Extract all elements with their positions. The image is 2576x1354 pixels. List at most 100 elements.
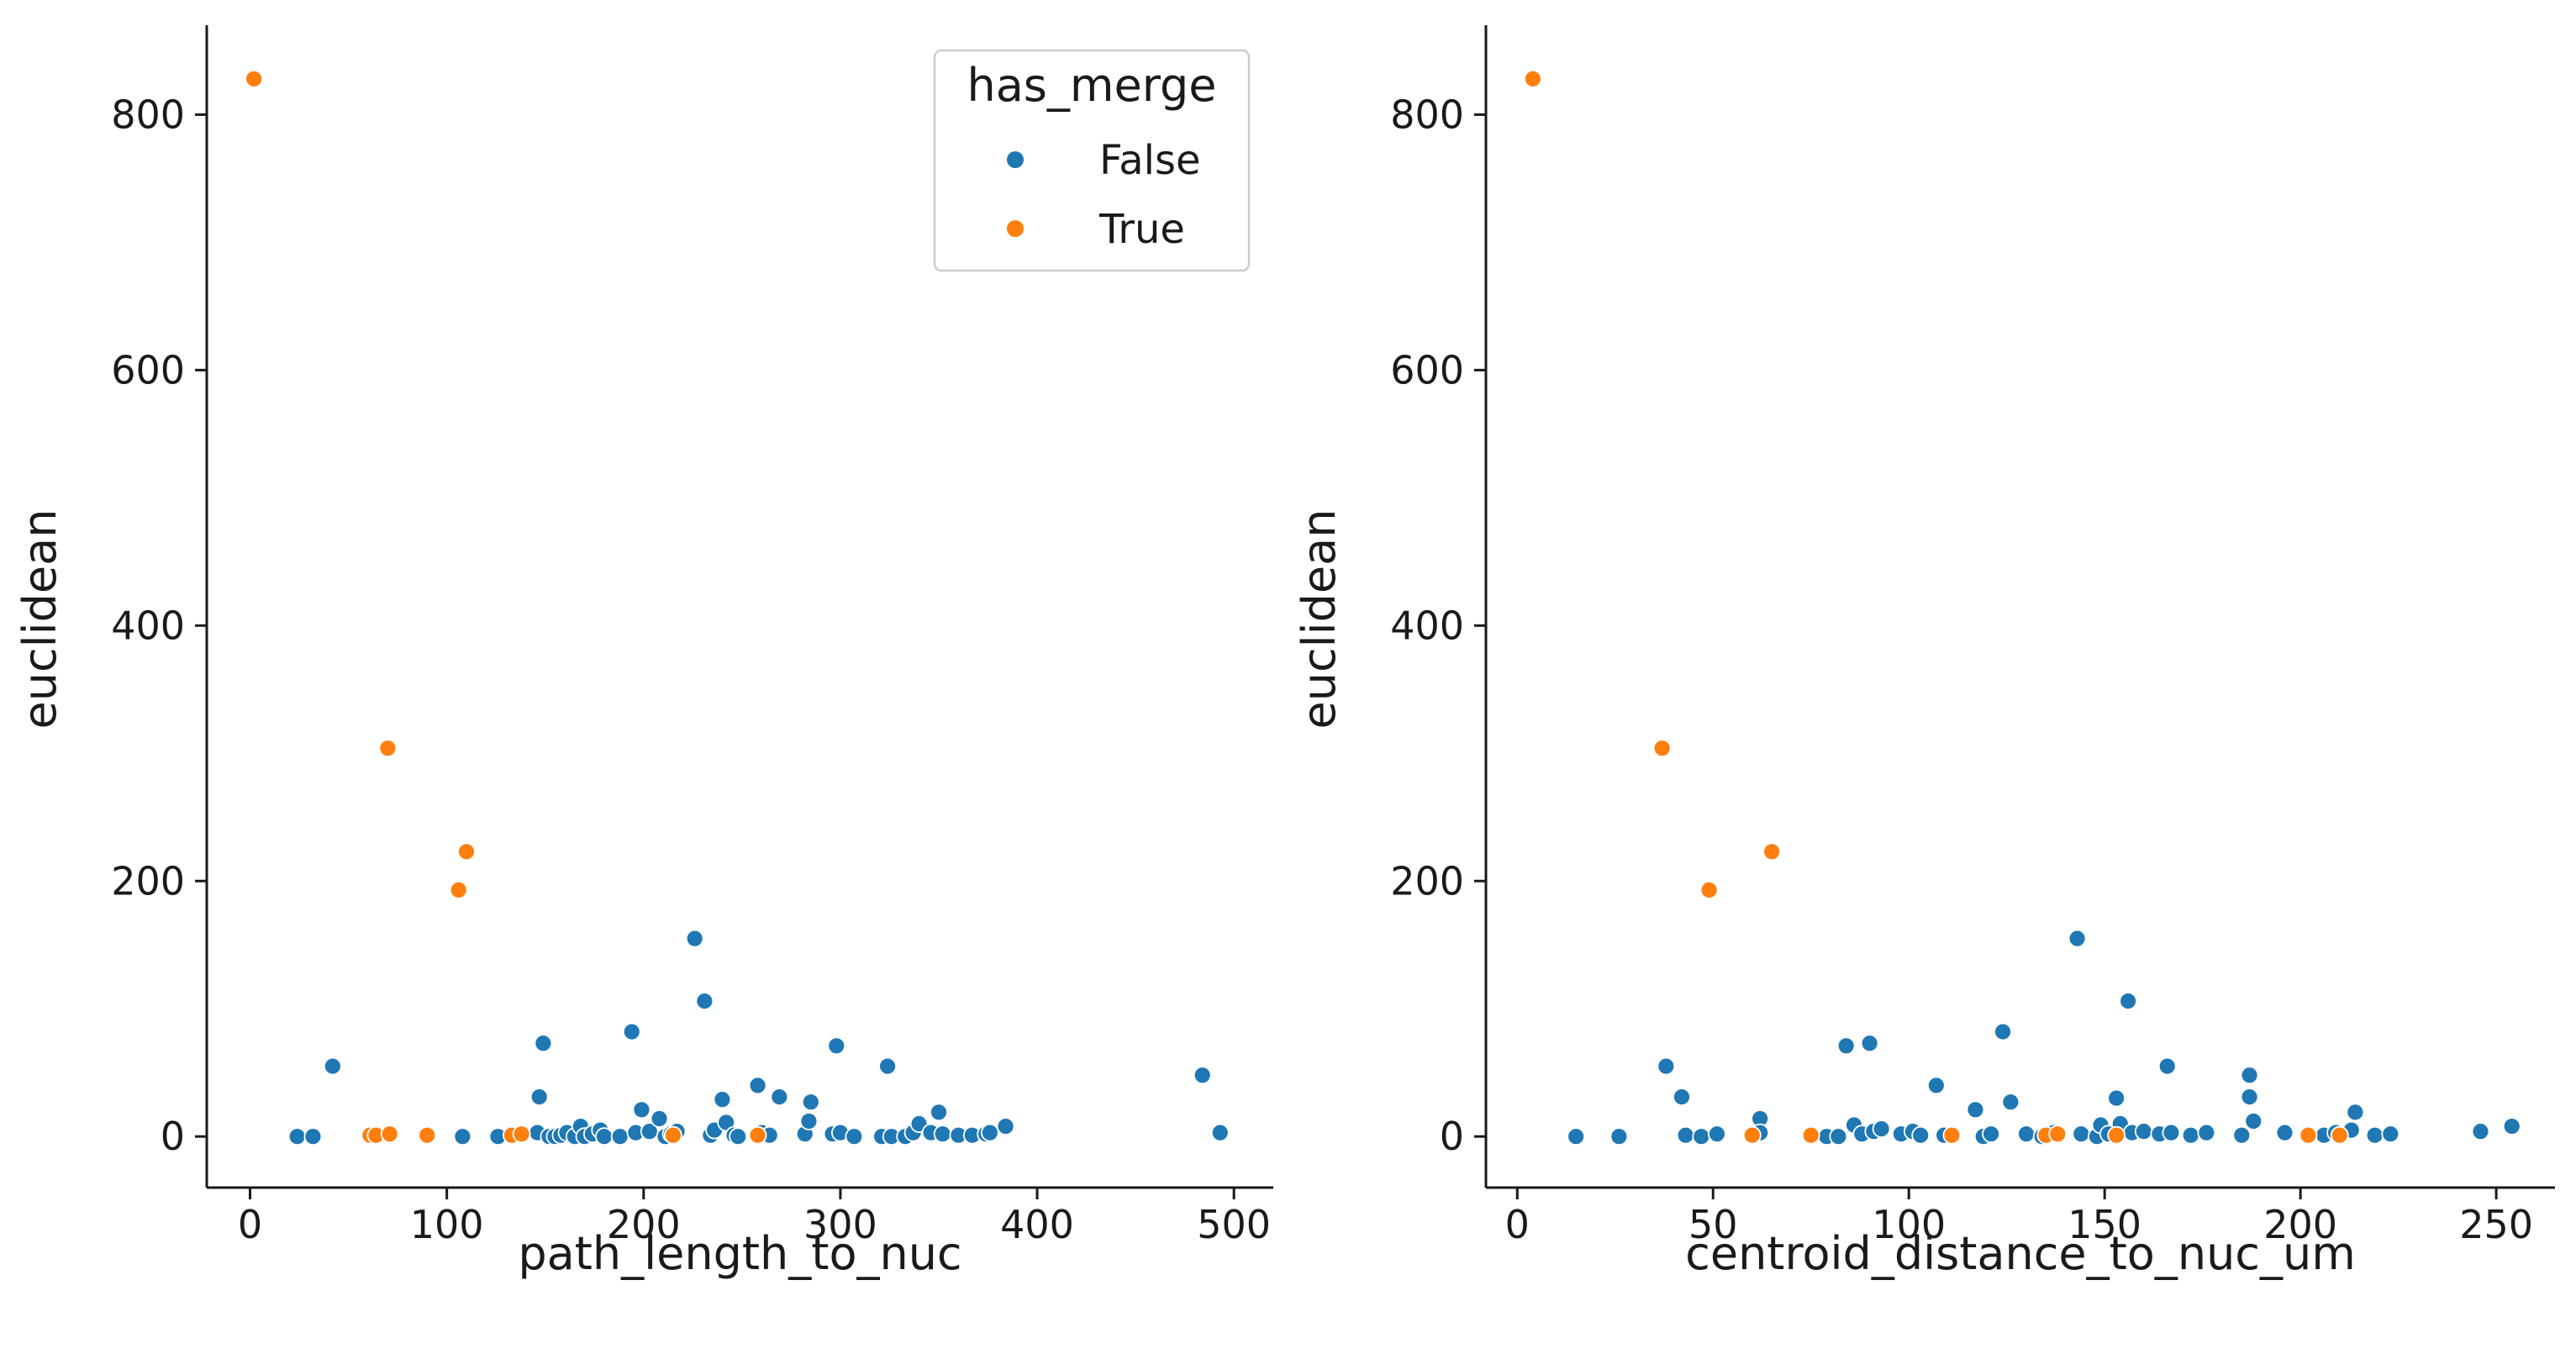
data-point-false — [827, 1036, 846, 1056]
data-point-false — [1609, 1127, 1629, 1146]
x-tick-label: 100 — [410, 1202, 484, 1247]
data-point-true — [1652, 739, 1672, 758]
data-point-true — [457, 842, 476, 861]
data-point-false — [1567, 1127, 1586, 1146]
data-point-false — [622, 1022, 641, 1041]
x-tick-label: 500 — [1197, 1202, 1271, 1247]
data-point-false — [595, 1127, 614, 1146]
data-point-false — [1994, 1022, 2012, 1041]
data-point-false — [1966, 1100, 1985, 1120]
data-point-false — [1829, 1127, 1848, 1146]
legend-frame — [933, 49, 1251, 272]
data-point-false — [729, 1127, 748, 1146]
data-point-false — [2072, 1125, 2091, 1144]
data-point-false — [2232, 1125, 2252, 1145]
y-axis-label: euclidean — [13, 509, 66, 730]
data-point-true — [1942, 1125, 1962, 1145]
left-scatter-panel: 0 100 200 300 400 500 0 200 400 600 800 path_length… — [13, 25, 1273, 1280]
legend-marker-false — [1007, 151, 1024, 168]
x-tick-label: 300 — [803, 1202, 877, 1247]
data-point-true — [512, 1125, 531, 1144]
x-axis-label: path_length_to_nuc — [518, 1227, 961, 1280]
y-tick-label: 600 — [111, 347, 185, 393]
data-point-false — [2134, 1122, 2153, 1141]
data-point-true — [2299, 1125, 2318, 1145]
data-point-false — [2275, 1123, 2294, 1142]
data-point-false — [2001, 1093, 2020, 1112]
data-point-false — [878, 1056, 897, 1076]
data-point-false — [610, 1127, 630, 1146]
data-point-false — [799, 1112, 819, 1130]
x-tick-label: 200 — [607, 1202, 681, 1247]
x-tick-label: 400 — [1000, 1202, 1074, 1247]
x-tick-label: 0 — [238, 1202, 262, 1247]
data-point-false — [2197, 1123, 2216, 1142]
data-point-false — [2240, 1066, 2259, 1085]
legend-label-false: False — [1099, 137, 1201, 184]
data-point-false — [1982, 1125, 2000, 1144]
data-point-false — [2181, 1125, 2200, 1145]
data-point-true — [1699, 880, 1719, 899]
data-point-true — [245, 69, 264, 88]
legend-title: has_merge — [967, 59, 1216, 112]
x-tick-label: 0 — [1505, 1202, 1530, 1247]
data-point-false — [801, 1093, 820, 1112]
x-tick-label: 150 — [2068, 1202, 2141, 1247]
y-tick-label: 400 — [1390, 603, 1464, 648]
data-point-false — [770, 1088, 789, 1106]
data-point-false — [695, 992, 714, 1011]
y-axis-label: euclidean — [1293, 509, 1346, 730]
legend-label-true: True — [1098, 206, 1185, 253]
data-point-false — [980, 1123, 999, 1142]
data-point-false — [2068, 929, 2087, 948]
data-point-false — [1210, 1123, 1230, 1142]
data-point-false — [713, 1090, 732, 1109]
data-point-false — [685, 929, 704, 948]
y-tick-label: 800 — [1390, 92, 1464, 137]
data-point-false — [534, 1034, 553, 1053]
y-tick-label: 0 — [161, 1114, 185, 1159]
data-point-false — [1676, 1125, 1695, 1145]
data-point-false — [930, 1103, 948, 1122]
data-point-false — [453, 1127, 472, 1146]
data-point-false — [2502, 1117, 2521, 1135]
data-point-true — [418, 1125, 437, 1145]
data-point-false — [1193, 1066, 1212, 1085]
data-point-true — [1762, 842, 1782, 861]
data-point-false — [1860, 1034, 1879, 1053]
data-point-false — [2365, 1125, 2384, 1145]
data-point-false — [632, 1100, 651, 1120]
data-point-true — [2330, 1125, 2349, 1145]
data-point-false — [2244, 1112, 2263, 1130]
data-point-false — [1657, 1056, 1676, 1076]
data-point-false — [650, 1109, 669, 1128]
data-point-false — [529, 1088, 549, 1106]
data-point-false — [2119, 992, 2138, 1011]
y-tick-label: 200 — [1390, 858, 1464, 904]
right-scatter-panel: 0 50 100 150 200 250 0 200 400 600 800 centroid_dis… — [1293, 25, 2555, 1280]
x-tick-label: 100 — [1872, 1202, 1946, 1247]
data-point-false — [2240, 1088, 2259, 1106]
y-tick-label: 800 — [111, 92, 185, 137]
data-point-false — [2471, 1122, 2490, 1141]
data-point-false — [303, 1127, 323, 1146]
data-point-true — [2048, 1125, 2068, 1144]
data-point-false — [2157, 1056, 2177, 1076]
data-point-false — [1708, 1125, 1726, 1144]
data-point-true — [378, 739, 398, 758]
data-point-false — [933, 1125, 952, 1144]
data-point-false — [2017, 1125, 2036, 1144]
data-point-true — [2107, 1125, 2126, 1145]
data-point-false — [1836, 1036, 1856, 1056]
data-point-false — [1926, 1076, 1946, 1095]
x-tick-label: 200 — [2263, 1202, 2337, 1247]
data-point-false — [1911, 1125, 1931, 1145]
x-tick-label: 250 — [2459, 1202, 2533, 1247]
data-point-false — [287, 1127, 307, 1146]
data-point-true — [1524, 69, 1542, 88]
data-point-false — [748, 1076, 767, 1095]
x-tick-label: 50 — [1688, 1202, 1738, 1247]
data-point-true — [663, 1125, 682, 1145]
data-point-true — [380, 1125, 399, 1144]
